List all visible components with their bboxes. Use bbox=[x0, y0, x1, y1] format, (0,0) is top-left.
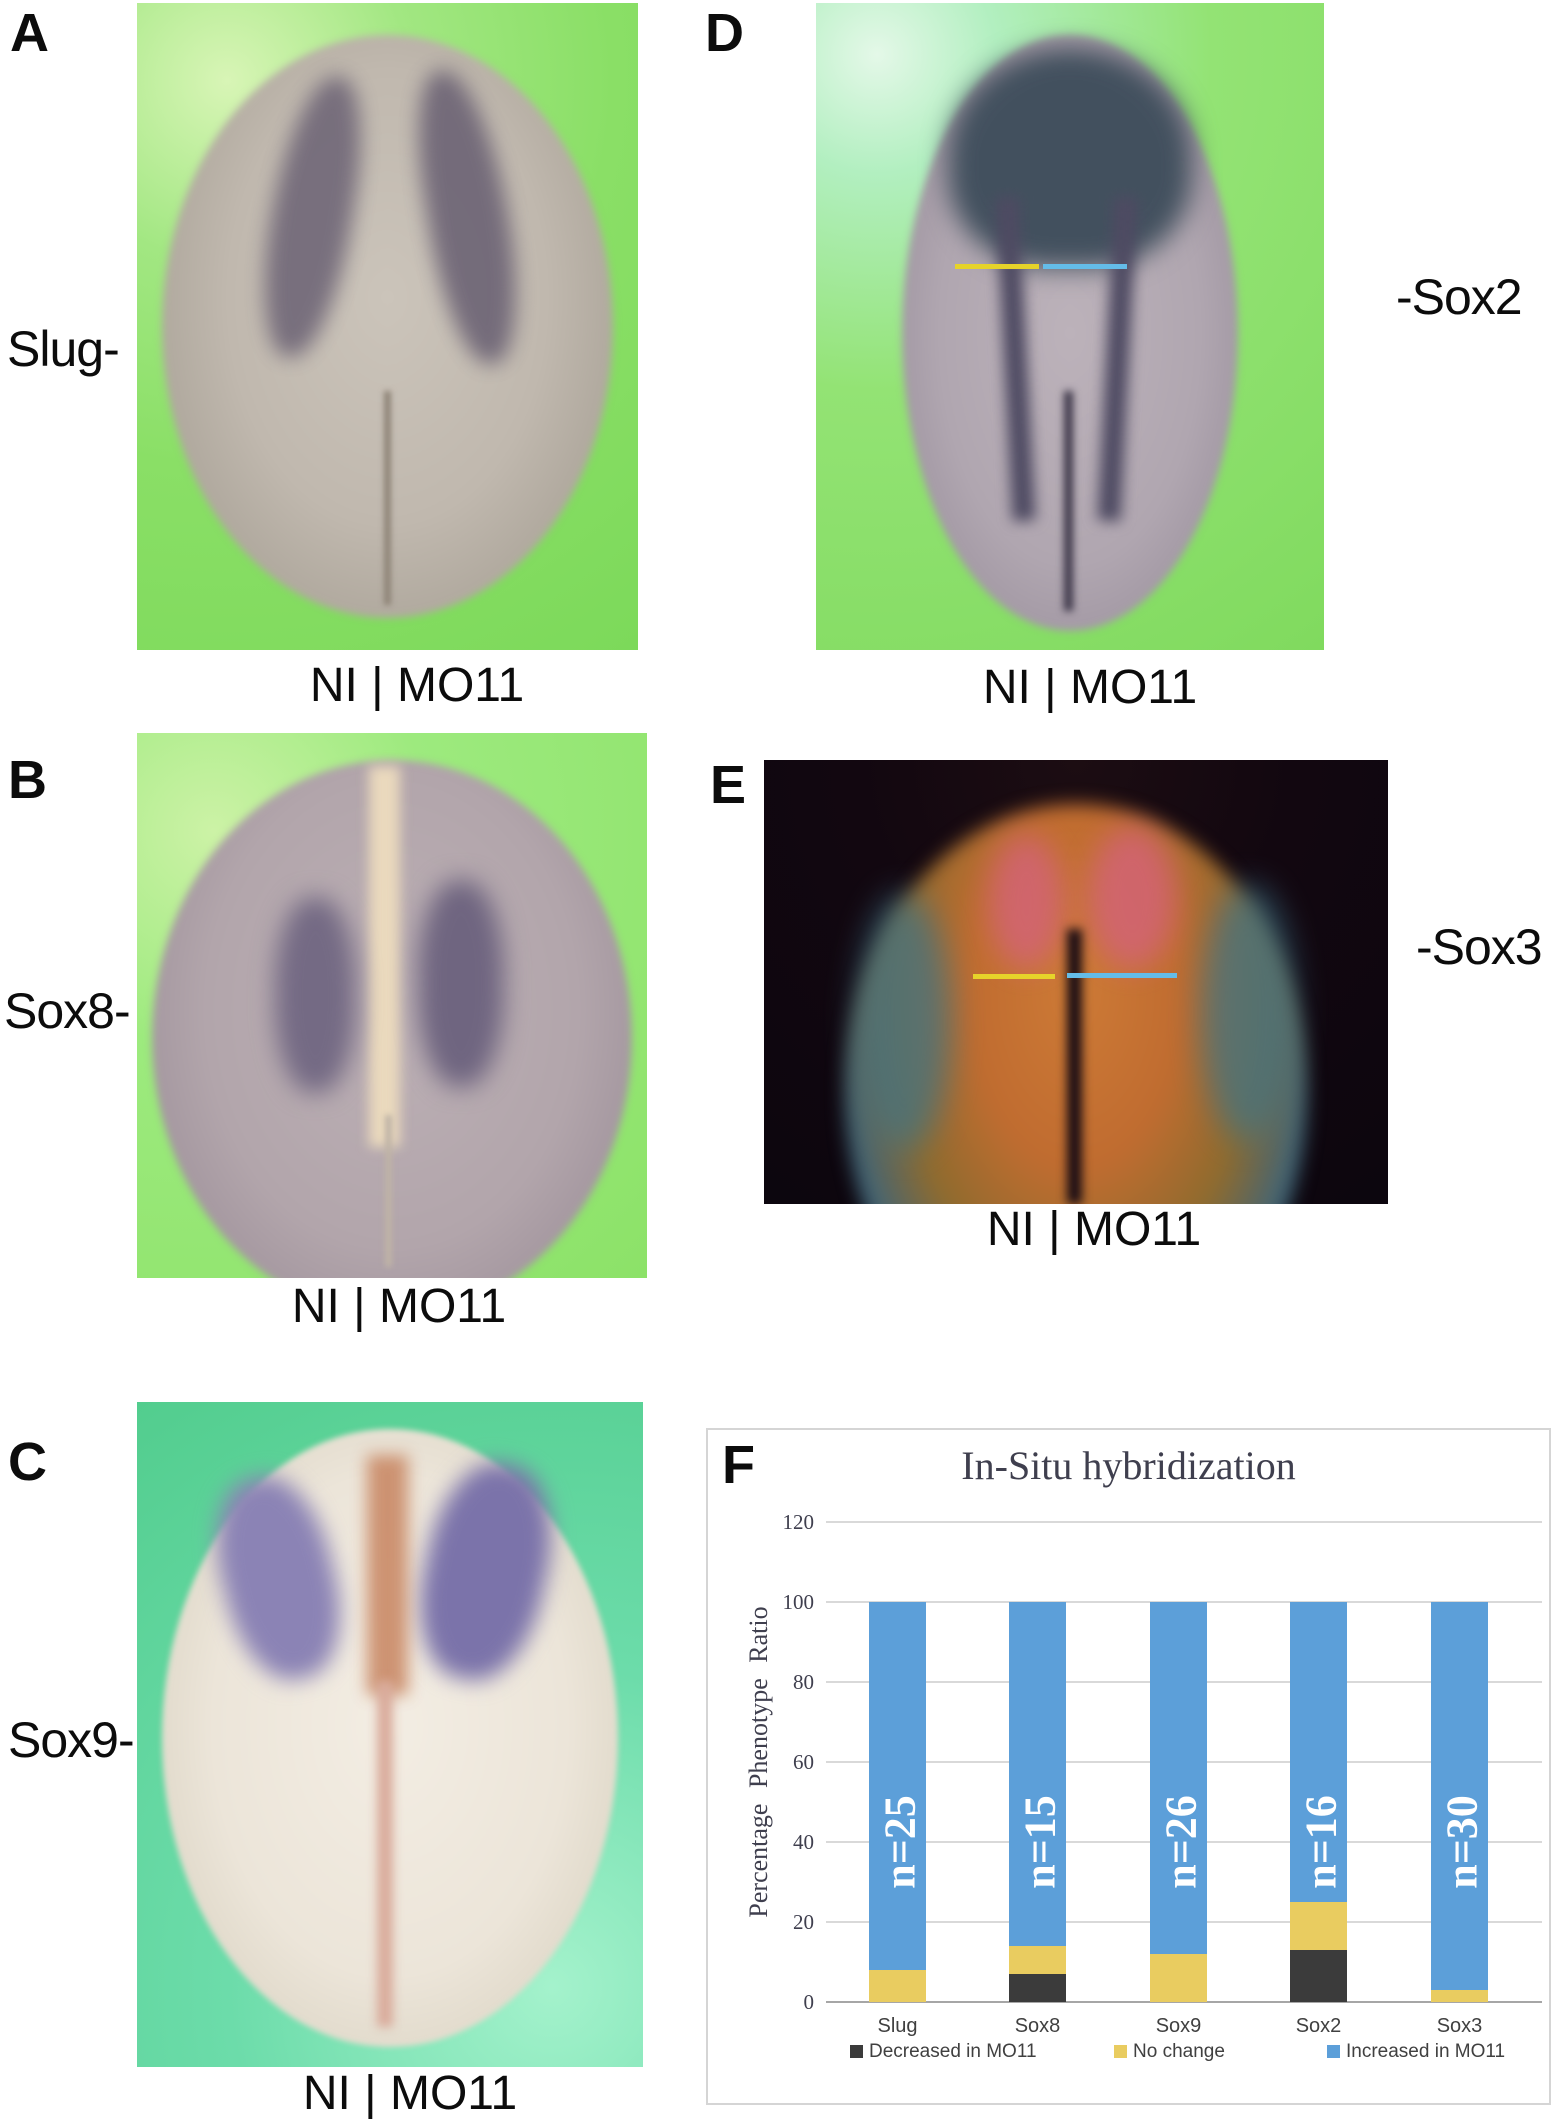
stain-region-top bbox=[948, 48, 1192, 269]
chart-panel-box: F In-Situ hybridization Percentage Pheno… bbox=[706, 1428, 1551, 2105]
y-tick-label: 80 bbox=[793, 1670, 814, 1694]
bar-n-label: n=15 bbox=[1015, 1795, 1064, 1889]
panel-letter-d: D bbox=[705, 3, 744, 63]
bar-segment bbox=[1009, 1974, 1066, 2002]
midline-crease bbox=[385, 1114, 393, 1268]
embryo-photo-sox9 bbox=[137, 1402, 643, 2067]
measure-line-yellow-e bbox=[973, 974, 1055, 979]
x-category-label: Sox3 bbox=[1436, 2015, 1483, 2037]
x-category-label: Slug bbox=[877, 2015, 918, 2037]
panel-letter-a: A bbox=[10, 3, 49, 63]
chart-area: F In-Situ hybridization Percentage Pheno… bbox=[708, 1430, 1549, 2103]
legend-swatch bbox=[850, 2045, 863, 2058]
embryo-photo-slug bbox=[137, 3, 638, 650]
bar-n-label: n=26 bbox=[1156, 1795, 1205, 1889]
bar-n-label: n=25 bbox=[875, 1795, 924, 1889]
bar-segment bbox=[1009, 1602, 1066, 1946]
bar-segment bbox=[1431, 1990, 1488, 2002]
caption-panel-b: NI | MO11 bbox=[291, 1280, 507, 1333]
y-tick-label: 120 bbox=[782, 1510, 815, 1534]
panel-letter-b: B bbox=[8, 750, 47, 810]
caption-panel-e: NI | MO11 bbox=[986, 1203, 1202, 1256]
measure-line-blue-e bbox=[1067, 973, 1177, 978]
panel-letter-e: E bbox=[710, 755, 747, 815]
y-tick-label: 20 bbox=[793, 1910, 814, 1934]
bar-n-label: n=30 bbox=[1437, 1795, 1486, 1889]
bar-segment bbox=[1009, 1946, 1066, 1974]
legend-swatch bbox=[1114, 2045, 1127, 2058]
y-tick-label: 0 bbox=[803, 1990, 815, 2014]
caption-panel-c: NI | MO11 bbox=[302, 2067, 518, 2120]
midline-crease bbox=[384, 391, 392, 605]
bar-segment bbox=[1290, 1602, 1347, 1902]
y-tick-label: 40 bbox=[793, 1830, 814, 1854]
bar-segment bbox=[1290, 1902, 1347, 1950]
x-category-label: Sox8 bbox=[1014, 2015, 1061, 2037]
caption-panel-d: NI | MO11 bbox=[982, 661, 1198, 714]
legend-label: Decreased in MO11 bbox=[869, 2041, 1037, 2062]
measure-line-blue-d bbox=[1043, 264, 1127, 269]
panel-letter-f: F bbox=[722, 1435, 755, 1495]
y-tick-label: 60 bbox=[793, 1750, 814, 1774]
speckle-zone-left bbox=[857, 893, 952, 1151]
midline-crease bbox=[377, 1681, 393, 2028]
stain-patch-right bbox=[417, 880, 505, 1088]
panel-letter-c: C bbox=[8, 1432, 47, 1492]
bar-segment bbox=[869, 1970, 926, 2002]
midline-stripe bbox=[369, 765, 400, 1148]
bar-segment bbox=[1290, 1950, 1347, 2002]
midline-groove bbox=[1067, 928, 1083, 1204]
gridline bbox=[826, 1521, 1542, 1523]
midline-crease bbox=[1063, 391, 1074, 612]
caption-panel-a: NI | MO11 bbox=[309, 659, 525, 712]
bar-segment bbox=[1150, 1954, 1207, 2002]
bar-segment bbox=[1150, 1602, 1207, 1954]
bar-segment bbox=[1431, 1602, 1488, 1990]
speckle-zone-right bbox=[1200, 884, 1295, 1142]
gene-label-sox9: Sox9- bbox=[8, 1712, 135, 1768]
signal-patch-left bbox=[988, 835, 1064, 969]
legend-label: No change bbox=[1133, 2041, 1225, 2062]
chart-title: In-Situ hybridization bbox=[961, 1443, 1296, 1488]
bar-n-label: n=16 bbox=[1296, 1795, 1345, 1889]
signal-patch-right bbox=[1088, 826, 1176, 969]
embryo-photo-sox8 bbox=[137, 733, 647, 1278]
gene-label-sox2: -Sox2 bbox=[1396, 269, 1523, 325]
gene-label-slug: Slug- bbox=[7, 321, 120, 377]
midline-stain bbox=[367, 1455, 408, 1695]
legend-swatch bbox=[1327, 2045, 1340, 2058]
x-axis-line bbox=[826, 2001, 1542, 2003]
stain-patch-left bbox=[274, 896, 357, 1093]
gene-label-sox3: -Sox3 bbox=[1416, 919, 1543, 975]
legend-label: Increased in MO11 bbox=[1346, 2041, 1506, 2062]
measure-line-yellow-d bbox=[955, 264, 1039, 269]
embryo-photo-sox3-fluorescence bbox=[764, 760, 1388, 1204]
bar-segment bbox=[869, 1602, 926, 1970]
y-tick-label: 100 bbox=[782, 1590, 815, 1614]
gene-label-sox8: Sox8- bbox=[4, 983, 131, 1039]
x-category-label: Sox9 bbox=[1155, 2015, 1202, 2037]
x-category-label: Sox2 bbox=[1295, 2015, 1342, 2037]
embryo-photo-sox2 bbox=[816, 3, 1324, 650]
